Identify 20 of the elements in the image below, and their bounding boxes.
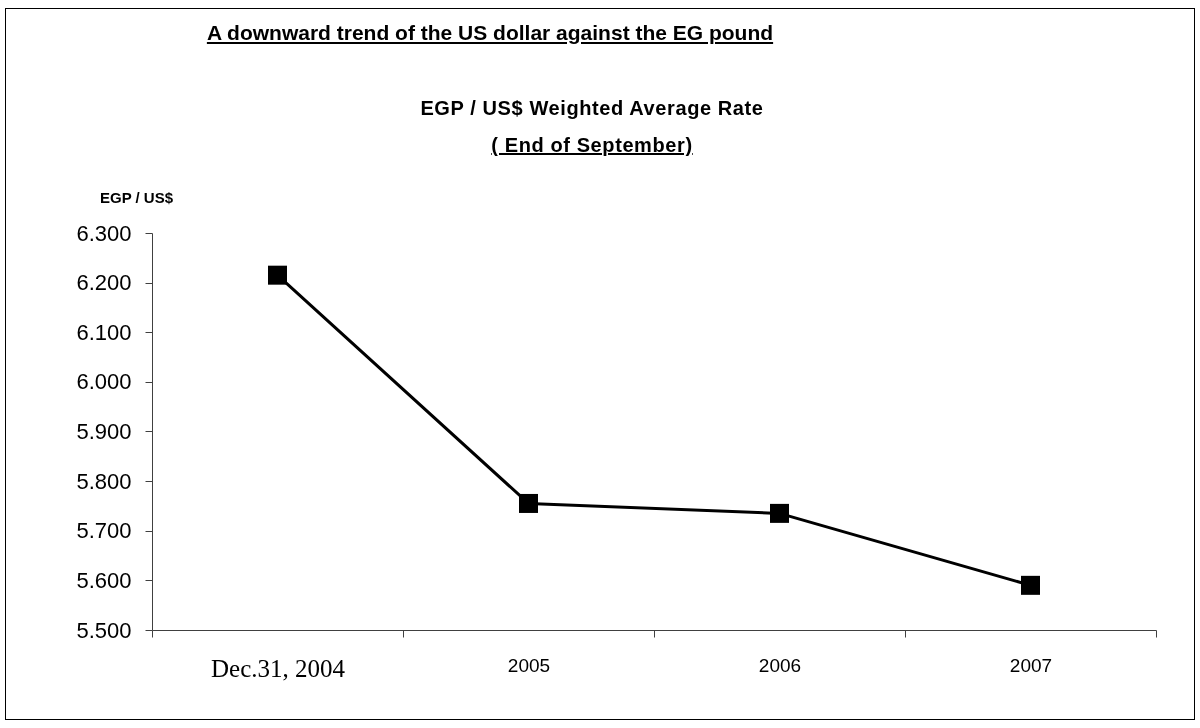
y-tick-label: 6.200	[76, 270, 132, 296]
x-tick-label: 2005	[507, 654, 551, 676]
y-tick-label: 6.000	[76, 369, 132, 395]
y-tick-label: 5.900	[76, 419, 132, 444]
point	[770, 503, 789, 523]
chart-title: A downward trend of the US dollar against the EG pound	[205, 20, 775, 46]
y-tick-label: 6.300	[76, 220, 132, 246]
chart-subtitle: EGP / US$ Weighted Average Rate ( End of September)	[420, 96, 764, 158]
point	[1021, 575, 1040, 595]
point	[268, 265, 287, 285]
x-tick-label: 2006	[758, 654, 802, 676]
point	[519, 493, 538, 513]
y-tick-label: 5.500	[76, 617, 132, 643]
y-axis-title: EGP / US$	[99, 188, 174, 206]
y-tick-label: 5.700	[76, 518, 132, 544]
y-tick-label: 5.600	[76, 567, 132, 593]
y-tick-label: 5.800	[76, 468, 132, 494]
y-tick-label: 6.100	[76, 319, 132, 345]
x-tick-label: 2007	[1009, 654, 1053, 676]
x-tick-label: Dec.31, 2004	[211, 654, 346, 682]
